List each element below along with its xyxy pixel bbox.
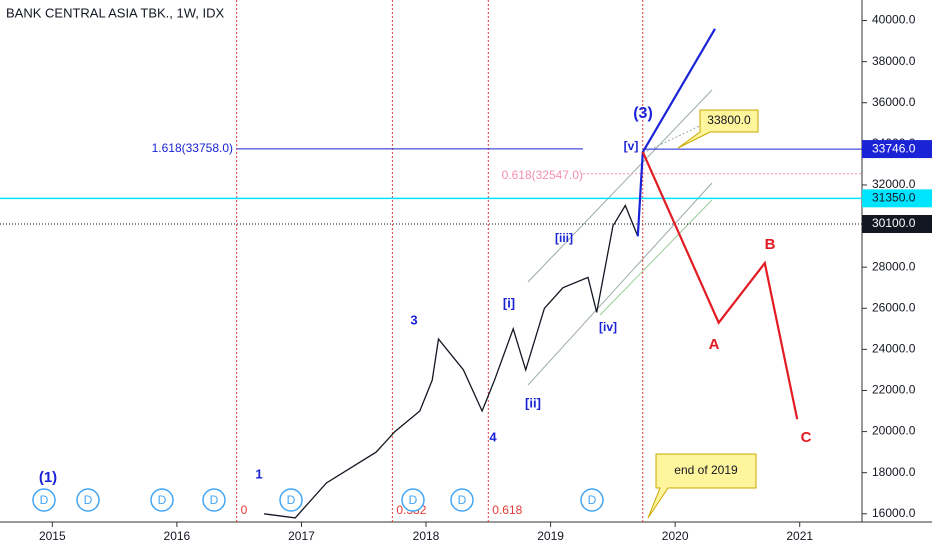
price-label: 31350.0 — [872, 190, 916, 204]
dividend-label: D — [84, 493, 93, 507]
wave-label: [iii] — [555, 231, 573, 245]
projection-line — [641, 151, 799, 420]
wave-label: 3 — [410, 312, 417, 327]
callout-text: end of 2019 — [674, 463, 738, 477]
dividend-marker — [401, 488, 425, 512]
time-fib-label: 0.618 — [492, 503, 522, 517]
price-label: 33746.0 — [872, 141, 916, 155]
channel-line — [599, 199, 713, 316]
y-tick-label: 16000.0 — [872, 506, 916, 520]
dividend-label: D — [158, 493, 167, 507]
callout-text: 33800.0 — [707, 113, 751, 127]
y-tick-label: 26000.0 — [872, 300, 916, 314]
dividend-label: D — [409, 493, 418, 507]
x-tick-label: 2019 — [537, 529, 564, 543]
price-line — [264, 204, 639, 519]
x-tick-label: 2016 — [164, 529, 191, 543]
wave-label: [ii] — [525, 395, 541, 410]
wave-label: 4 — [489, 429, 497, 444]
wave-label: (3) — [633, 105, 653, 122]
callout-box — [677, 109, 759, 149]
dividend-marker — [580, 488, 604, 512]
level-label: 0.618(32547.0) — [502, 168, 583, 182]
x-tick-label: 2020 — [662, 529, 689, 543]
wave-label: [iv] — [599, 320, 617, 334]
callout-box — [647, 453, 757, 519]
dividend-marker — [450, 488, 474, 512]
y-tick-label: 22000.0 — [872, 383, 916, 397]
wave-label: C — [801, 429, 812, 446]
y-tick-label: 20000.0 — [872, 424, 916, 438]
dividend-marker — [76, 488, 100, 512]
price-label-box — [862, 215, 932, 234]
x-tick-label: 2015 — [39, 529, 66, 543]
chart-title: BANK CENTRAL ASIA TBK., 1W, IDX — [6, 5, 225, 20]
dividend-marker — [202, 488, 226, 512]
dividend-marker — [279, 488, 303, 512]
dividend-marker — [150, 488, 174, 512]
level-label: 1.618(33758.0) — [152, 141, 233, 155]
y-tick-label: 18000.0 — [872, 465, 916, 479]
channel-line — [527, 182, 713, 386]
wave-label: [i] — [503, 295, 515, 310]
time-fib-label: 0 — [241, 503, 248, 517]
y-tick-label: 32000.0 — [872, 177, 916, 191]
price-label: 30100.0 — [872, 216, 916, 230]
x-tick-label: 2018 — [413, 529, 440, 543]
price-label-box — [862, 140, 932, 159]
dividend-label: D — [40, 493, 49, 507]
x-tick-label: 2021 — [786, 529, 813, 543]
y-tick-label: 28000.0 — [872, 259, 916, 273]
wave-label: [v] — [624, 139, 639, 153]
y-tick-label: 36000.0 — [872, 95, 916, 109]
dividend-marker — [32, 488, 56, 512]
y-tick-label: 38000.0 — [872, 54, 916, 68]
channel-line — [642, 119, 713, 154]
y-tick-label: 40000.0 — [872, 13, 916, 27]
wave-label: 1 — [255, 466, 262, 481]
channel-line — [527, 89, 713, 283]
wave-label: A — [709, 336, 720, 353]
price-label-box — [862, 189, 932, 208]
dividend-label: D — [287, 493, 296, 507]
wave-label: B — [765, 236, 776, 253]
dividend-label: D — [458, 493, 467, 507]
dividend-label: D — [588, 493, 597, 507]
x-tick-label: 2017 — [288, 529, 315, 543]
y-tick-label: 24000.0 — [872, 342, 916, 356]
dividend-label: D — [210, 493, 219, 507]
wave-label: (1) — [39, 469, 57, 486]
